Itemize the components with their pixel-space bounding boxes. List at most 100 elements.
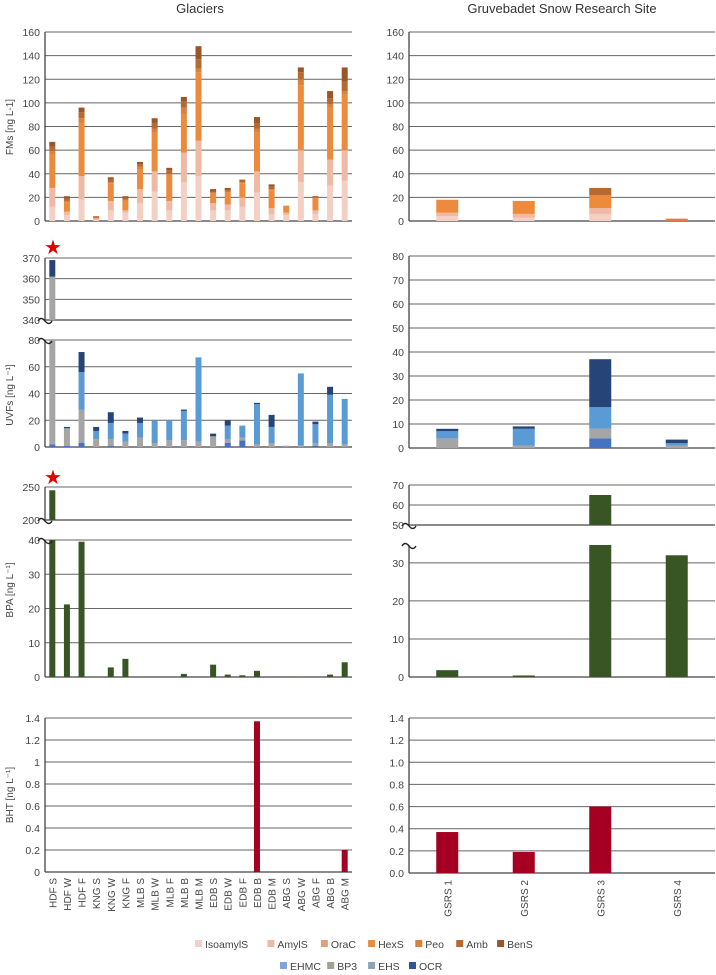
tick-label: 120 bbox=[386, 74, 404, 86]
fms-bar-segment-HexS bbox=[122, 200, 129, 211]
uvfs-bar-segment-s4 bbox=[312, 421, 319, 425]
legend-swatch bbox=[320, 940, 328, 947]
uvfs-gsrs-bar-segment-s4 bbox=[436, 428, 459, 432]
legend-item-Amb: Amb bbox=[456, 939, 488, 951]
uvfs-bar-segment-s2 bbox=[122, 441, 129, 447]
fms-bar-segment-IsoamylS bbox=[268, 213, 275, 221]
bpa-bar bbox=[341, 662, 348, 677]
fms-bar-segment-Peo bbox=[107, 182, 114, 184]
fms-bar-segment-Amb bbox=[49, 146, 56, 152]
fms-bar-segment-HexS bbox=[283, 205, 290, 213]
tick-label: 0.2 bbox=[389, 846, 404, 858]
title-glaciers: Glaciers bbox=[176, 1, 224, 16]
fms-gsrs-bar-segment-Peo bbox=[665, 218, 688, 221]
fms-gsrs-bar-segment-AmylS bbox=[512, 213, 535, 218]
fms-bar-segment-IsoamylS bbox=[151, 191, 158, 221]
fms-bar-segment-Peo bbox=[137, 166, 144, 170]
fms-bar-segment-IsoamylS bbox=[312, 213, 319, 221]
legend-swatch bbox=[280, 962, 287, 969]
fms-bar-segment-Peo bbox=[195, 68, 202, 73]
uvfs-bar-segment-s4 bbox=[107, 412, 114, 423]
x-tick-label: MLB W bbox=[151, 877, 162, 910]
uvfs-bar-segment-s4 bbox=[78, 352, 85, 373]
axis-break-icon bbox=[37, 317, 53, 325]
x-tick-label: ABG W bbox=[297, 877, 308, 911]
fms-bar-segment-IsoamylS bbox=[107, 210, 114, 221]
x-tick-label: EDB W bbox=[224, 877, 235, 910]
fms-bar-segment-HexS bbox=[93, 217, 100, 219]
uvfs-gsrs-panel: 0 10 20 30 40 50 60 70 80 bbox=[392, 251, 715, 455]
x-tick-label: KNG S bbox=[92, 878, 103, 909]
tick-label: 200 bbox=[22, 515, 40, 527]
tick-label: 20 bbox=[28, 604, 40, 616]
fms-bar-segment-BenS bbox=[224, 187, 231, 191]
fms-bar-segment-AmylS bbox=[137, 189, 144, 204]
fms-bar-segment-Peo bbox=[210, 192, 217, 194]
fms-bar-segment-HexS bbox=[253, 132, 260, 172]
tick-label: 10 bbox=[392, 419, 404, 431]
uvfs-bar-segment-s2 bbox=[49, 340, 56, 445]
fms-bar-segment-HexS bbox=[107, 183, 114, 201]
uvfs-gsrs-bar-segment-s3 bbox=[665, 443, 688, 446]
legend-item-BP3: BP3 bbox=[327, 961, 357, 973]
tick-label: 140 bbox=[386, 51, 404, 63]
tick-label: 370 bbox=[22, 253, 40, 265]
fms-bar-segment-AmylS bbox=[49, 187, 56, 207]
fms-bar-segment-Amb bbox=[327, 98, 334, 105]
tick-label: 1.0 bbox=[389, 757, 404, 769]
fms-bar-segment-IsoamylS bbox=[180, 182, 187, 221]
fms-bar-segment-AmylS bbox=[224, 204, 231, 211]
fms-bar-segment-HexS bbox=[297, 85, 304, 151]
uvfs-bar-segment-s3 bbox=[93, 430, 100, 439]
legend-item-HexS: HexS bbox=[368, 939, 404, 951]
fms-bar-segment-IsoamylS bbox=[195, 176, 202, 221]
legend-swatch bbox=[368, 962, 376, 969]
fms-bar-segment-AmylS bbox=[78, 176, 85, 200]
bht-gsrs-bar bbox=[589, 806, 612, 873]
fms-bar-segment-BenS bbox=[327, 91, 334, 99]
fms-bar-segment-HexS bbox=[151, 132, 158, 172]
bpa-gsrs-bar bbox=[589, 495, 612, 525]
legend-item-OraC: OraC bbox=[320, 939, 356, 951]
uvfs-bar-segment-s2 bbox=[297, 445, 304, 447]
tick-label: 1 bbox=[34, 757, 40, 769]
x-tick-label: HDF W bbox=[63, 877, 74, 910]
fms-bar-segment-BenS bbox=[297, 67, 304, 73]
uvfs-bar-segment-s3 bbox=[327, 394, 334, 443]
fms-bar-segment-HexS bbox=[268, 190, 275, 209]
tick-label: 1.2 bbox=[25, 735, 40, 747]
bpa-bar bbox=[180, 673, 187, 677]
fms-bar-segment-Amb bbox=[224, 190, 231, 192]
fms-bar-segment-Peo bbox=[166, 173, 173, 175]
uvfs-glaciers-upper: 340 350 360 370 bbox=[22, 253, 352, 327]
uvfs-bar-segment-s3 bbox=[166, 420, 173, 441]
legend-item-EHMC: EHMC bbox=[280, 961, 321, 973]
tick-label: 40 bbox=[392, 169, 404, 181]
fms-glaciers-panel: 0 20 40 60 80 100 120 140 160 bbox=[22, 27, 352, 228]
fms-bar-segment-HexS bbox=[327, 107, 334, 160]
uvfs-bar-segment-s2 bbox=[107, 438, 114, 446]
fms-bar-segment-BenS bbox=[151, 118, 158, 123]
uvfs-bar-segment-s2 bbox=[180, 440, 187, 447]
legend-label: IsoamylS bbox=[205, 939, 248, 951]
tick-label: 80 bbox=[28, 122, 40, 134]
tick-label: 0 bbox=[398, 216, 404, 228]
tick-label: 40 bbox=[28, 389, 40, 401]
uvfs-bar-segment-s4 bbox=[63, 426, 70, 429]
tick-label: 250 bbox=[22, 482, 40, 494]
tick-label: 0.8 bbox=[389, 779, 404, 791]
uvfs-bar-segment-s2 bbox=[210, 436, 217, 447]
uvfs-bar-segment-s1 bbox=[63, 445, 70, 447]
fms-bar-segment-HexS bbox=[180, 113, 187, 153]
uvfs-bar-segment-s4 bbox=[210, 433, 217, 437]
fms-bar-segment-BenS bbox=[107, 177, 114, 180]
legend-item-Peo: Peo bbox=[415, 939, 444, 951]
tick-label: 30 bbox=[392, 558, 404, 570]
bpa-bar bbox=[49, 490, 56, 520]
tick-label: 0.6 bbox=[25, 801, 40, 813]
uvfs-bar-segment-s2 bbox=[327, 442, 334, 447]
fms-bar-segment-IsoamylS bbox=[78, 199, 85, 221]
x-tick-label: EDB F bbox=[238, 878, 249, 907]
tick-label: 0 bbox=[398, 443, 404, 455]
